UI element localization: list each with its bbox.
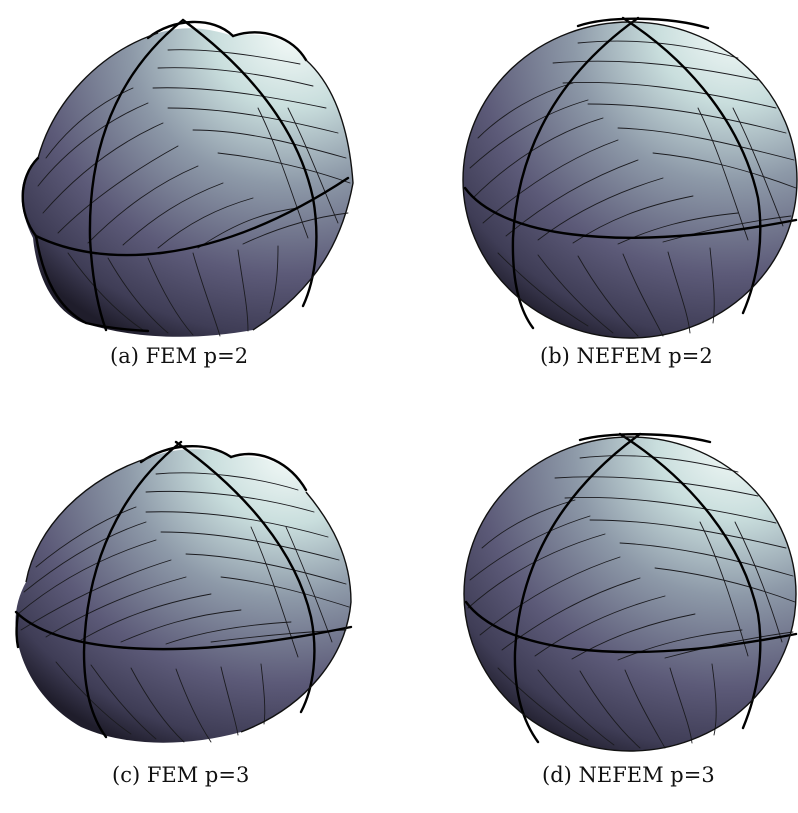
fem-p3-outline — [25, 456, 352, 733]
nefem-p3-surface — [464, 437, 796, 751]
sphere-panel-c-fem-p3 — [14, 440, 353, 743]
fem-p2-outline — [37, 32, 354, 331]
fem-p3-mesh-lines — [17, 472, 350, 743]
fem-p2-mesh-lines — [37, 49, 351, 337]
fem-p2-element-edges — [21, 18, 350, 333]
nefem-p2-surface — [463, 22, 797, 338]
caption-c: (c) FEM p=3 — [112, 763, 250, 787]
nefem-p2-outline — [462, 21, 798, 339]
nefem-p2-mesh-lines — [469, 40, 797, 337]
nefem-p3-mesh-lines — [467, 455, 796, 749]
caption-a: (a) FEM p=2 — [110, 344, 249, 368]
nefem-p3-element-edges — [464, 432, 798, 744]
fem-p3-surface — [15, 449, 352, 743]
fem-p2-surface — [21, 28, 353, 337]
sphere-panel-b-nefem-p2 — [462, 16, 798, 339]
caption-d: (d) NEFEM p=3 — [542, 763, 715, 787]
caption-b: (b) NEFEM p=2 — [540, 344, 713, 368]
nefem-p3-outline — [463, 436, 797, 752]
sphere-panel-a-fem-p2 — [21, 18, 354, 337]
sphere-panel-d-nefem-p3 — [463, 432, 798, 752]
